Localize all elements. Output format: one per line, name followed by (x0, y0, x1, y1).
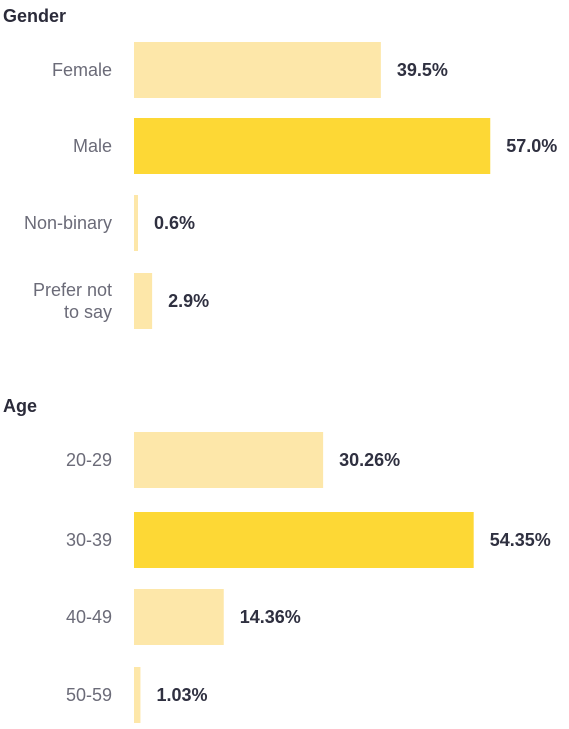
value-label: 14.36% (240, 607, 301, 627)
bar (134, 118, 491, 174)
chart-section-age: Age 20-29 30.26% 30-39 54.35% 40-49 14.36% 50-5… (3, 396, 551, 723)
value-label: 1.03% (156, 685, 207, 705)
bar (134, 42, 381, 98)
value-label: 57.0% (506, 136, 557, 156)
bar (134, 273, 153, 329)
category-label: 30-39 (66, 530, 112, 550)
value-label: 39.5% (397, 60, 448, 80)
category-label: 50-59 (66, 685, 112, 705)
category-label: Female (52, 60, 112, 80)
chart-section-gender: Gender Female 39.5% Male 57.0% Non-binary 0.6%… (3, 6, 557, 329)
section-title: Age (3, 396, 37, 416)
bar (134, 589, 224, 645)
section-title: Gender (3, 6, 66, 26)
category-label: Prefer not to say (33, 280, 112, 322)
category-label: Male (73, 136, 112, 156)
bar (134, 512, 474, 568)
category-label: Non-binary (24, 213, 112, 233)
bar (134, 195, 138, 251)
category-label: 40-49 (66, 607, 112, 627)
bar (134, 667, 141, 723)
value-label: 0.6% (154, 213, 195, 233)
value-label: 54.35% (490, 530, 551, 550)
category-label: 20-29 (66, 450, 112, 470)
bar (134, 432, 324, 488)
value-label: 30.26% (339, 450, 400, 470)
value-label: 2.9% (168, 291, 209, 311)
